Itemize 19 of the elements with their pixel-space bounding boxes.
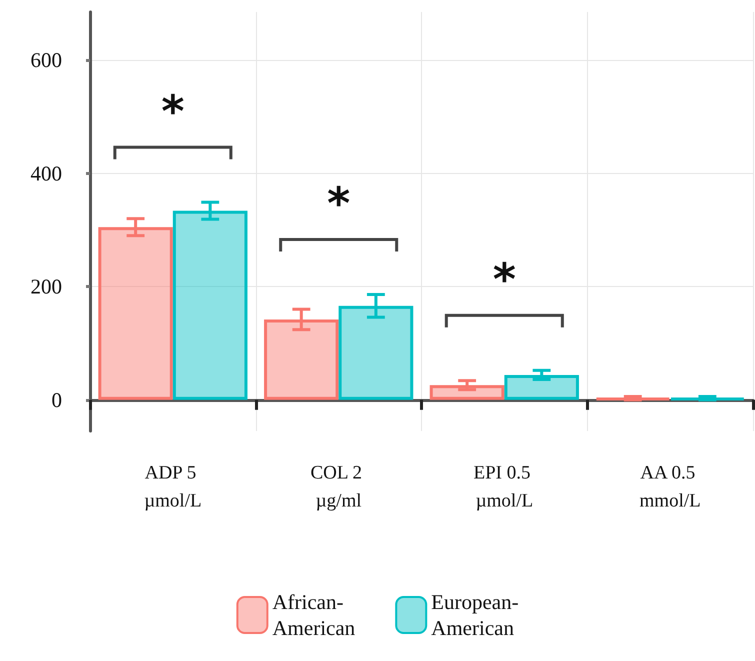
annotation: * [327, 178, 350, 230]
bar [98, 227, 173, 400]
x-tick-label: EPI 0.5 µmol/L [474, 462, 536, 512]
y-tick-label: 400 [30, 161, 62, 186]
y-tick-label: 200 [30, 274, 62, 299]
bar [504, 374, 579, 400]
bar [172, 210, 248, 400]
bar [430, 385, 504, 400]
legend-label: African-American [272, 590, 356, 640]
annotation: * [492, 254, 516, 306]
bar [264, 319, 339, 400]
x-tick-label: AA 0.5 mmol/L [640, 462, 701, 512]
x-tick-label: ADP 5 µmol/L [144, 462, 202, 512]
legend-label: European-American [431, 590, 519, 640]
bar [338, 306, 414, 400]
y-tick-label: 600 [30, 48, 62, 72]
x-tick-label: COL 2 µg/ml [310, 462, 367, 512]
y-tick-label: 0 [52, 388, 62, 412]
annotation: * [161, 86, 184, 138]
